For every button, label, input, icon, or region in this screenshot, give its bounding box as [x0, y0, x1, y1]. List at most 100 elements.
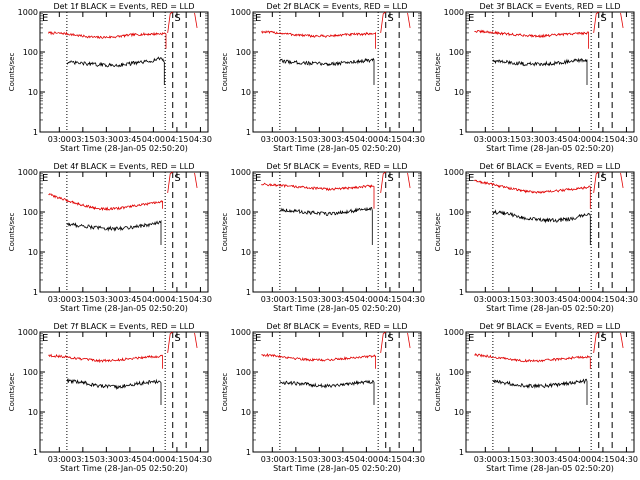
x-axis-label: Start Time (28-Jan-05 02:50:20) [60, 144, 188, 153]
lld-recovery-spike [167, 11, 198, 33]
y-tick-label: 10 [454, 88, 464, 97]
x-tick-label: 03:30 [308, 455, 331, 464]
detector-panel: Det 6f BLACK = Events, RED = LLD 1 10 100 10… [434, 162, 638, 313]
x-tick-label: 04:00 [568, 455, 591, 464]
x-tick-label: 03:30 [308, 295, 331, 304]
panel-title: Det 8f BLACK = Events, RED = LLD [266, 322, 407, 331]
x-tick-label: 03:15 [71, 135, 94, 144]
x-tick-label: 03:30 [308, 135, 331, 144]
marker-letter-right: S [387, 173, 393, 184]
x-tick-label: 03:45 [331, 135, 354, 144]
x-tick-label: 04:00 [355, 135, 378, 144]
x-axis-label: Start Time (28-Jan-05 02:50:20) [60, 464, 188, 473]
x-tick-label: 03:00 [261, 455, 284, 464]
events-series-line [492, 209, 591, 245]
y-tick-label: 10 [241, 88, 251, 97]
plot-frame [39, 11, 209, 133]
lld-series-line [474, 179, 591, 209]
x-tick-label: 04:15 [591, 295, 614, 304]
y-tick-label: 1000 [18, 328, 38, 337]
x-tick-label: 04:00 [142, 455, 165, 464]
marker-letter-right: S [174, 333, 180, 344]
plot-frame [39, 331, 209, 453]
x-tick-label: 03:30 [521, 135, 544, 144]
y-axis-label: Counts/sec [8, 53, 16, 92]
y-tick-label: 10 [241, 248, 251, 257]
panel-title: Det 6f BLACK = Events, RED = LLD [479, 162, 620, 171]
marker-letter-left: E [255, 333, 261, 344]
x-tick-label: 03:15 [71, 455, 94, 464]
panel-title: Det 1f BLACK = Events, RED = LLD [53, 2, 194, 11]
lld-series-line [261, 182, 375, 209]
y-tick-label: 1000 [444, 328, 464, 337]
x-tick-label: 03:30 [95, 135, 118, 144]
plot-frame [465, 331, 635, 453]
marker-letter-left: E [468, 13, 474, 24]
y-tick-label: 1 [459, 128, 464, 137]
x-tick-label: 04:15 [591, 135, 614, 144]
marker-letter-left: E [42, 13, 48, 24]
y-axis-label: Counts/sec [8, 213, 16, 252]
y-tick-label: 1000 [444, 8, 464, 17]
y-axis-label: Counts/sec [221, 53, 229, 92]
lld-recovery-spike [593, 171, 624, 193]
x-tick-label: 04:00 [568, 295, 591, 304]
marker-letter-left: E [468, 333, 474, 344]
x-tick-label: 03:45 [118, 455, 141, 464]
marker-letter-left: E [468, 173, 474, 184]
detector-panel: Det 1f BLACK = Events, RED = LLD 1 10 100 10… [8, 2, 212, 153]
x-tick-label: 04:30 [615, 455, 638, 464]
y-tick-label: 1000 [231, 168, 251, 177]
x-tick-label: 04:00 [142, 135, 165, 144]
y-tick-label: 10 [454, 408, 464, 417]
panel-title: Det 3f BLACK = Events, RED = LLD [479, 2, 620, 11]
x-tick-label: 04:30 [189, 455, 212, 464]
x-tick-label: 03:45 [544, 135, 567, 144]
y-tick-label: 100 [449, 368, 464, 377]
x-tick-label: 03:00 [474, 135, 497, 144]
marker-letter-right: S [387, 333, 393, 344]
marker-letter-left: E [42, 333, 48, 344]
x-axis-label: Start Time (28-Jan-05 02:50:20) [60, 304, 188, 313]
detector-panel: Det 4f BLACK = Events, RED = LLD 1 10 100 10… [8, 162, 212, 313]
x-tick-label: 03:45 [331, 295, 354, 304]
events-series-line [279, 57, 375, 85]
x-tick-label: 04:30 [189, 135, 212, 144]
x-tick-label: 04:30 [402, 135, 425, 144]
x-axis-label: Start Time (28-Jan-05 02:50:20) [273, 304, 401, 313]
x-tick-label: 03:00 [48, 455, 71, 464]
lld-series-line [261, 352, 376, 369]
y-tick-label: 100 [236, 368, 251, 377]
x-tick-label: 04:15 [165, 295, 188, 304]
y-tick-label: 1 [33, 128, 38, 137]
events-series-line [492, 57, 588, 85]
lld-series-line [48, 31, 167, 49]
y-tick-label: 1000 [18, 168, 38, 177]
y-tick-label: 1 [459, 448, 464, 457]
y-tick-label: 100 [449, 48, 464, 57]
y-tick-label: 1 [459, 288, 464, 297]
y-axis-label: Counts/sec [221, 373, 229, 412]
y-tick-label: 1000 [231, 328, 251, 337]
detector-panel: Det 2f BLACK = Events, RED = LLD 1 10 100 10… [221, 2, 425, 153]
marker-letter-right: S [387, 13, 393, 24]
y-tick-label: 10 [28, 88, 38, 97]
plot-frame [465, 11, 635, 133]
marker-letter-right: S [600, 13, 606, 24]
y-tick-label: 10 [241, 408, 251, 417]
y-tick-label: 1000 [444, 168, 464, 177]
marker-letter-left: E [255, 13, 261, 24]
panel-title: Det 4f BLACK = Events, RED = LLD [53, 162, 194, 171]
plot-frame [465, 171, 635, 293]
panel-title: Det 5f BLACK = Events, RED = LLD [266, 162, 407, 171]
lld-recovery-spike [380, 11, 411, 33]
x-tick-label: 03:30 [95, 455, 118, 464]
plot-frame [252, 331, 422, 453]
x-tick-label: 04:30 [615, 295, 638, 304]
plot-frame [39, 171, 209, 293]
x-tick-label: 04:30 [402, 455, 425, 464]
marker-letter-right: S [174, 13, 180, 24]
x-tick-label: 03:45 [118, 135, 141, 144]
y-axis-label: Counts/sec [434, 373, 442, 412]
